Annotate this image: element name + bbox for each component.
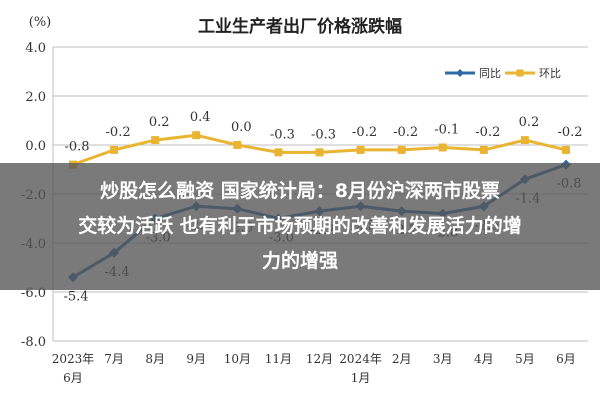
x-tick-label: 8月 — [145, 352, 165, 366]
data-point — [520, 136, 529, 145]
y-tick-label: 2.0 — [25, 90, 46, 105]
x-tick-label: 2024年 — [339, 352, 382, 366]
x-tick-label: 12月 — [306, 352, 333, 366]
data-label: -0.8 — [64, 140, 89, 155]
data-point — [397, 145, 406, 154]
data-label: -0.2 — [393, 125, 418, 140]
y-tick-label: -8.0 — [21, 335, 46, 350]
x-tick-label: 11月 — [265, 352, 292, 366]
data-label: 0.0 — [231, 120, 252, 135]
headline-line-1: 炒股怎么融资 国家统计局：8月份沪深两市股票 — [100, 180, 500, 202]
x-tick-label: 6月 — [556, 352, 576, 366]
data-point — [438, 143, 447, 152]
headline-line-2: 交较为活跃 也有利于市场预期的改善和发展活力的增 — [78, 215, 522, 237]
data-point — [233, 141, 242, 149]
data-label: -0.2 — [557, 125, 582, 140]
data-label: -5.4 — [63, 289, 88, 304]
data-label: -0.2 — [352, 125, 377, 140]
headline-line-3: 力的增强 — [261, 250, 338, 272]
data-point — [192, 131, 201, 140]
data-point — [562, 145, 570, 154]
x-tick-label: 6月 — [63, 371, 83, 385]
x-axis-ticks: 2023年 6月 7月 8月 9月 10月 11月 12月 2024年 1月 2月 3月 4月 5月 6月 — [52, 352, 576, 385]
x-tick-label: 9月 — [186, 352, 206, 366]
data-point — [356, 145, 365, 154]
x-tick-label: 1月 — [351, 371, 371, 385]
data-label: -0.3 — [311, 127, 336, 142]
data-label: -0.2 — [106, 125, 131, 140]
x-tick-label: 3月 — [433, 352, 453, 366]
data-label: 0.2 — [519, 115, 540, 130]
x-tick-label: 4月 — [474, 352, 494, 366]
data-point — [274, 148, 283, 157]
headline-overlay-banner: 炒股怎么融资 国家统计局：8月份沪深两市股票 交较为活跃 也有利于市场预期的改善… — [0, 163, 600, 290]
x-tick-label: 2023年 — [52, 352, 95, 366]
data-label: 0.4 — [190, 110, 211, 125]
x-tick-label: 2月 — [392, 352, 412, 366]
legend-marker — [516, 69, 524, 77]
legend-marker — [456, 69, 464, 77]
x-tick-label: 5月 — [515, 352, 535, 366]
x-tick-label: 7月 — [104, 352, 124, 366]
data-label: -0.3 — [270, 127, 295, 142]
y-tick-label: 4.0 — [25, 41, 46, 56]
chart-title: 工业生产者出厂价格涨跌幅 — [198, 16, 402, 37]
data-label: -0.1 — [434, 122, 459, 137]
legend-label: 同比 — [479, 67, 501, 80]
legend-label: 环比 — [539, 67, 561, 80]
y-tick-label: 0.0 — [25, 139, 46, 154]
x-tick-label: 10月 — [224, 352, 251, 366]
data-point — [110, 145, 119, 154]
data-point — [479, 145, 488, 154]
data-point — [315, 148, 324, 157]
data-label: 0.2 — [149, 115, 170, 130]
data-label: -0.2 — [475, 125, 500, 140]
data-point — [151, 136, 160, 145]
legend: 同比 环比 — [445, 67, 561, 80]
y-axis-unit-label: (%) — [29, 15, 52, 30]
